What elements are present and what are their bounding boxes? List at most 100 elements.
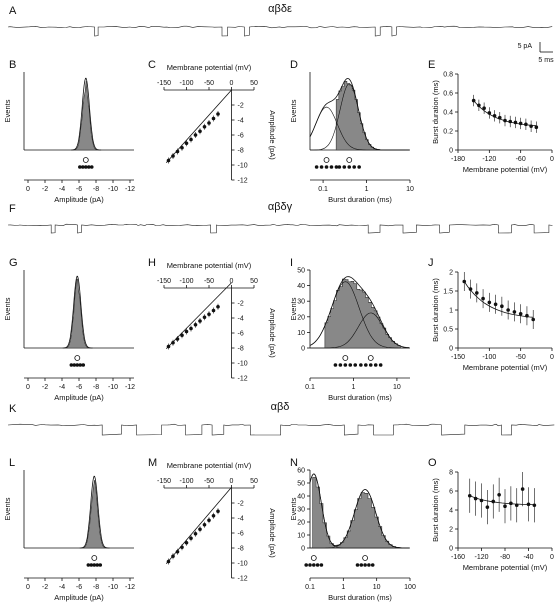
data-point: [319, 165, 324, 169]
y-tick-label: 2: [449, 270, 453, 277]
y-tick-label: -8: [238, 546, 244, 553]
gaussian-fit: [79, 475, 110, 549]
data-point: [207, 121, 211, 125]
data-point: [359, 563, 364, 567]
panel-letter: G: [9, 257, 18, 269]
burst-histogram: [335, 81, 406, 151]
y-tick-label: 60: [297, 468, 305, 475]
x-tick-label: 0.1: [305, 584, 315, 591]
y-tick-label: 30: [297, 507, 305, 514]
trace-title: αβδε: [268, 3, 292, 15]
fit-component: [309, 281, 410, 349]
data-point: [343, 363, 348, 367]
data-point: [211, 116, 216, 121]
data-point: [518, 312, 523, 316]
x-tick-label: -50: [516, 354, 526, 361]
y-tick-label: -6: [238, 531, 244, 538]
gaussian-fit: [71, 77, 102, 151]
data-point: [485, 505, 490, 509]
data-point: [520, 487, 525, 491]
data-point: [342, 165, 347, 169]
x-axis-label: Amplitude (pA): [54, 393, 104, 402]
data-point: [211, 308, 216, 313]
x-axis-label: Membrane potential (mV): [463, 165, 548, 174]
x-tick-label: -4: [59, 384, 65, 391]
panel-letter: C: [148, 59, 156, 71]
data-point: [202, 522, 207, 527]
x-axis-label: Burst duration (ms): [328, 593, 392, 602]
trace-title: αβδ: [271, 401, 290, 413]
y-tick-label: 0.5: [443, 327, 453, 334]
x-tick-label: 0: [230, 80, 234, 87]
y-tick-label: -12: [238, 576, 248, 583]
data-point: [95, 563, 100, 567]
x-tick-label: -180: [451, 156, 465, 163]
scale-label-time: 5 ms: [538, 57, 554, 64]
x-tick-label: -120: [474, 554, 488, 561]
data-point: [468, 287, 473, 291]
data-point: [202, 315, 207, 320]
burst-histogram: [324, 278, 401, 349]
data-point: [78, 165, 82, 169]
x-tick-label: 0.1: [305, 384, 315, 391]
y-tick-label: -2: [238, 301, 244, 308]
data-point: [92, 563, 97, 567]
x-tick-label: -8: [93, 384, 99, 391]
data-point: [207, 312, 211, 317]
data-point: [193, 322, 198, 327]
panel-letter: M: [148, 457, 157, 469]
y-tick-label: 0: [301, 346, 305, 353]
scale-label-current: 5 pA: [518, 43, 533, 50]
data-point: [481, 296, 485, 301]
data-point: [175, 337, 180, 341]
y-axis-label: Amplitude (pA): [268, 110, 277, 160]
x-tick-label: -6: [76, 584, 82, 591]
x-tick-label: -100: [179, 80, 193, 87]
data-point: [475, 291, 479, 295]
data-point: [189, 536, 193, 541]
y-tick-label: 8: [449, 470, 453, 477]
mean-marker: [310, 555, 317, 561]
data-point: [198, 129, 202, 134]
x-tick-label: -2: [42, 584, 48, 591]
data-point: [338, 363, 343, 367]
data-point: [175, 149, 180, 154]
panel-letter: L: [9, 457, 15, 469]
fit-curve: [473, 100, 537, 127]
y-tick-label: -4: [238, 316, 244, 323]
y-tick-label: 6: [449, 489, 453, 496]
data-point: [359, 363, 363, 367]
y-axis-label: Events: [289, 297, 298, 320]
data-point: [531, 317, 535, 322]
mean-marker: [82, 157, 89, 163]
data-point: [308, 563, 312, 567]
x-tick-label: -2: [42, 186, 48, 193]
y-tick-label: 10: [297, 330, 305, 337]
x-tick-label: -100: [482, 354, 496, 361]
y-tick-label: 20: [297, 520, 305, 527]
y-tick-label: 0: [449, 346, 453, 353]
data-point: [534, 125, 539, 129]
x-tick-label: 100: [404, 584, 416, 591]
x-tick-label: -4: [59, 584, 65, 591]
fit-component: [309, 473, 409, 549]
y-axis-label: Amplitude (pA): [268, 308, 277, 358]
data-point: [482, 106, 486, 110]
y-axis-label: Events: [289, 99, 298, 122]
data-point: [216, 112, 220, 116]
data-point: [166, 158, 171, 163]
y-tick-label: 50: [297, 481, 305, 488]
data-point: [193, 133, 198, 137]
data-point: [368, 363, 373, 367]
y-axis-label: Amplitude (pA): [268, 508, 277, 558]
panel-letter: J: [428, 257, 434, 269]
x-tick-label: -150: [157, 278, 171, 285]
x-tick-label: -60: [516, 156, 526, 163]
data-point: [334, 165, 339, 169]
panel-letter: K: [9, 403, 17, 415]
data-point: [370, 563, 375, 567]
data-point: [487, 300, 492, 305]
y-tick-label: 20: [297, 314, 305, 321]
data-point: [363, 563, 367, 567]
x-tick-label: -8: [93, 186, 99, 193]
